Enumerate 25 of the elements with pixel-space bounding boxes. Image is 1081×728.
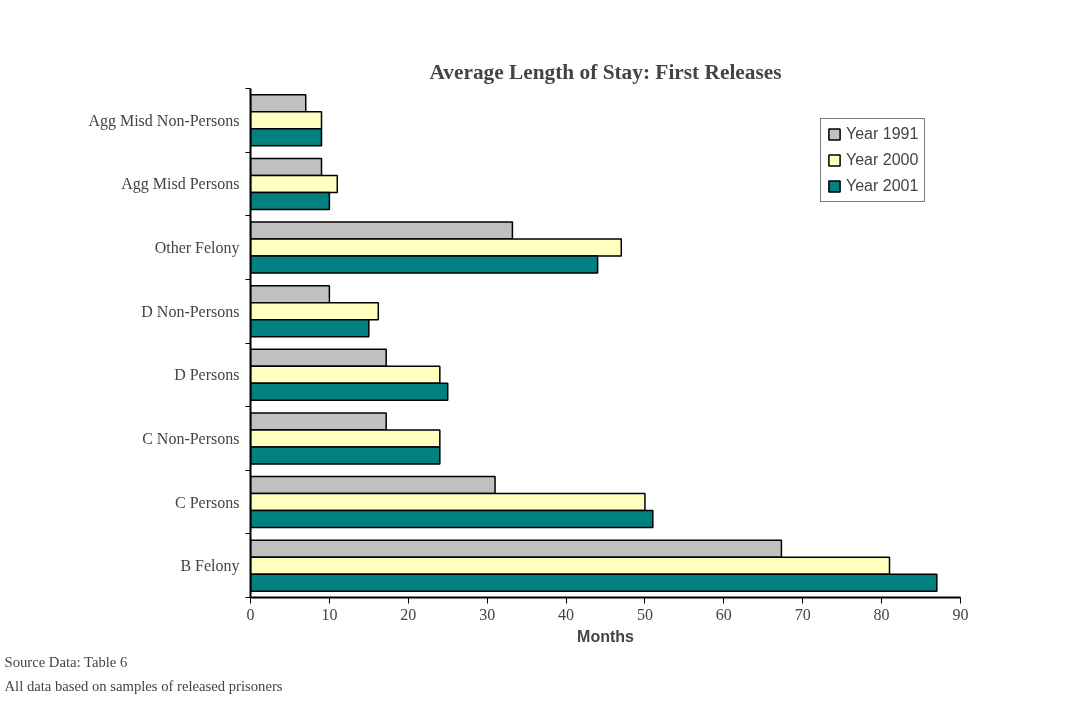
y-tick-label: B Felony — [180, 557, 240, 576]
x-tick-label: 80 — [873, 605, 890, 623]
x-tick-label: 70 — [794, 605, 811, 623]
source-note: Source Data: Table 6 — [4, 653, 128, 670]
x-tick-label: 50 — [636, 605, 653, 623]
x-tick-label: 90 — [952, 605, 969, 623]
chart-title: Average Length of Stay: First Releases — [429, 59, 782, 84]
y-tick-label: Other Felony — [154, 239, 240, 258]
x-tick-label: 60 — [715, 605, 732, 623]
x-tick-label: 40 — [558, 605, 575, 623]
y-tick-label: D Persons — [174, 366, 240, 384]
legend-label: Year 2001 — [846, 177, 919, 195]
x-axis-title: Months — [577, 627, 635, 645]
legend-label: Year 1991 — [846, 125, 919, 143]
legend-label: Year 2000 — [846, 151, 919, 169]
y-tick-label: Agg Misd Non-Persons — [88, 111, 240, 130]
y-tick-label: D Non-Persons — [141, 302, 240, 320]
y-tick-label: Agg Misd Persons — [121, 175, 240, 194]
x-tick-label: 10 — [321, 605, 338, 623]
y-tick-label: C Persons — [175, 493, 240, 511]
x-tick-label: 0 — [246, 605, 255, 623]
y-tick-label: C Non-Persons — [142, 429, 240, 447]
text: All data based on samples of released prisoners — [4, 677, 283, 694]
x-tick-label: 20 — [400, 605, 417, 623]
x-tick-label: 30 — [479, 605, 496, 623]
